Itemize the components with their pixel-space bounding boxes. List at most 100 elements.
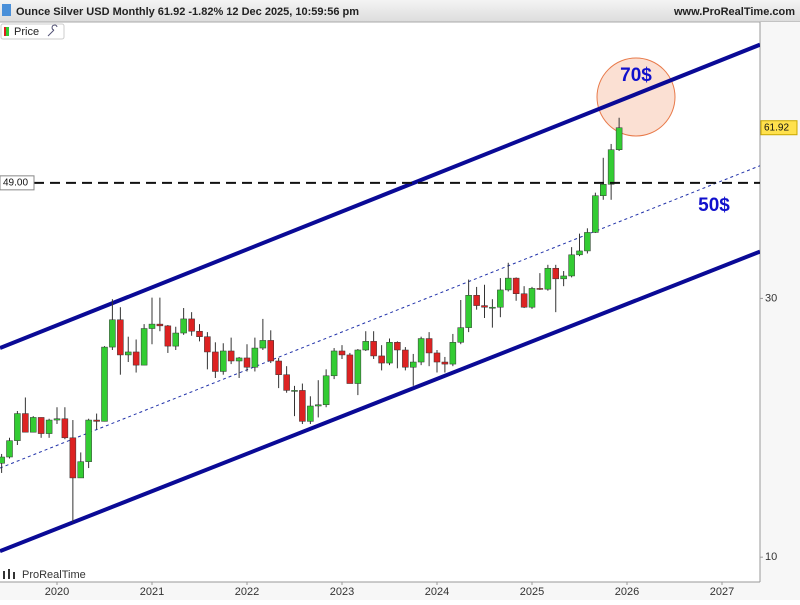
level-label-box xyxy=(0,175,35,191)
candle-body xyxy=(109,319,116,348)
x-tick-label: 2024 xyxy=(425,586,449,598)
candle-body xyxy=(354,349,362,384)
candle-body xyxy=(615,127,623,150)
x-tick-label: 2025 xyxy=(520,586,544,598)
candle-body xyxy=(489,306,496,309)
candle-body xyxy=(338,350,346,356)
candle-body xyxy=(441,361,449,365)
candle-body xyxy=(180,318,187,334)
legend-label: Price xyxy=(14,26,39,38)
candle-body xyxy=(473,295,480,306)
candle-body xyxy=(140,328,148,366)
candle-body xyxy=(243,357,251,368)
last-price-label: 61.92 xyxy=(764,122,789,133)
candle-body xyxy=(30,417,37,433)
candle-body xyxy=(45,419,53,434)
candle-body xyxy=(22,413,29,433)
annotation: 70$ xyxy=(620,65,652,86)
candle-body xyxy=(449,342,457,365)
candle-body xyxy=(235,357,243,362)
legend-swatch-down xyxy=(4,27,6,36)
x-tick-label: 2027 xyxy=(710,586,734,598)
level-label: 49.00 xyxy=(3,177,28,188)
trendline xyxy=(0,42,760,350)
candle-body xyxy=(0,456,5,464)
legend-swatch xyxy=(4,27,9,36)
settings-icon[interactable] xyxy=(47,24,58,37)
candle-body xyxy=(481,305,488,308)
candle-body xyxy=(528,288,536,308)
candle-body xyxy=(560,275,567,280)
trendline xyxy=(0,165,760,469)
candle-body xyxy=(299,390,306,422)
candle-body xyxy=(465,295,472,328)
watermark-icon xyxy=(3,569,15,579)
annotation: 50$ xyxy=(698,195,730,216)
candle-body xyxy=(568,254,575,277)
candle-body xyxy=(505,277,512,291)
candle-body xyxy=(417,338,425,363)
y-tick-label: 30 xyxy=(765,292,777,304)
last-price-box xyxy=(760,120,798,136)
candle-body xyxy=(267,340,274,362)
candle-body xyxy=(275,360,282,375)
candle-body xyxy=(457,327,464,343)
candle-body xyxy=(85,419,92,462)
candle-body xyxy=(386,342,393,364)
candle-body xyxy=(101,346,108,422)
candle-body xyxy=(330,350,338,377)
candle-body xyxy=(227,350,235,362)
y-axis-area xyxy=(760,22,800,600)
candle-body xyxy=(6,440,13,458)
candle-body xyxy=(307,405,314,422)
x-axis-area xyxy=(0,582,760,600)
candle-body xyxy=(148,323,156,329)
candle-body xyxy=(132,351,140,366)
candle-body xyxy=(378,355,385,364)
candle-body xyxy=(346,354,354,384)
trendline xyxy=(0,249,760,553)
plot-area xyxy=(0,42,760,553)
candle-body xyxy=(14,413,21,441)
candle-body xyxy=(125,351,132,356)
highlight-circle xyxy=(596,57,676,137)
x-tick-label: 2020 xyxy=(45,586,69,598)
candle-body xyxy=(117,319,124,356)
candle-body xyxy=(259,340,267,349)
candle-body xyxy=(497,289,504,308)
candle-body xyxy=(512,277,520,294)
candle-body xyxy=(283,374,290,391)
candle-body xyxy=(520,293,528,308)
candle-body xyxy=(172,332,179,347)
y-tick-label: 10 xyxy=(765,551,777,563)
x-tick-label: 2026 xyxy=(615,586,639,598)
candle-body xyxy=(394,342,401,351)
candle-body xyxy=(69,437,77,479)
candle-body xyxy=(600,184,607,196)
candle-body xyxy=(592,195,599,233)
candle-body xyxy=(220,350,227,372)
watermark: ProRealTime xyxy=(22,569,86,581)
candle-body xyxy=(433,352,441,363)
candle-body xyxy=(607,149,615,185)
candle-body xyxy=(291,390,298,392)
candle-body xyxy=(584,232,591,252)
candle-body xyxy=(322,375,330,406)
candle-body xyxy=(196,330,203,337)
candle-body xyxy=(251,347,259,368)
chart-title: Ounce Silver USD Monthly 61.92 -1.82% 12… xyxy=(16,6,359,18)
candle-body xyxy=(576,250,583,256)
x-tick-label: 2022 xyxy=(235,586,259,598)
x-tick-label: 2021 xyxy=(140,586,164,598)
candle-body xyxy=(61,418,69,439)
header-bar xyxy=(0,0,800,22)
candle-body xyxy=(188,318,195,332)
x-tick-label: 2023 xyxy=(330,586,354,598)
candle-body xyxy=(77,461,84,479)
candle-body xyxy=(164,325,172,347)
candle-body xyxy=(212,351,219,372)
candle-body xyxy=(370,341,377,357)
candle-body xyxy=(536,288,544,290)
candle-body xyxy=(362,341,369,351)
